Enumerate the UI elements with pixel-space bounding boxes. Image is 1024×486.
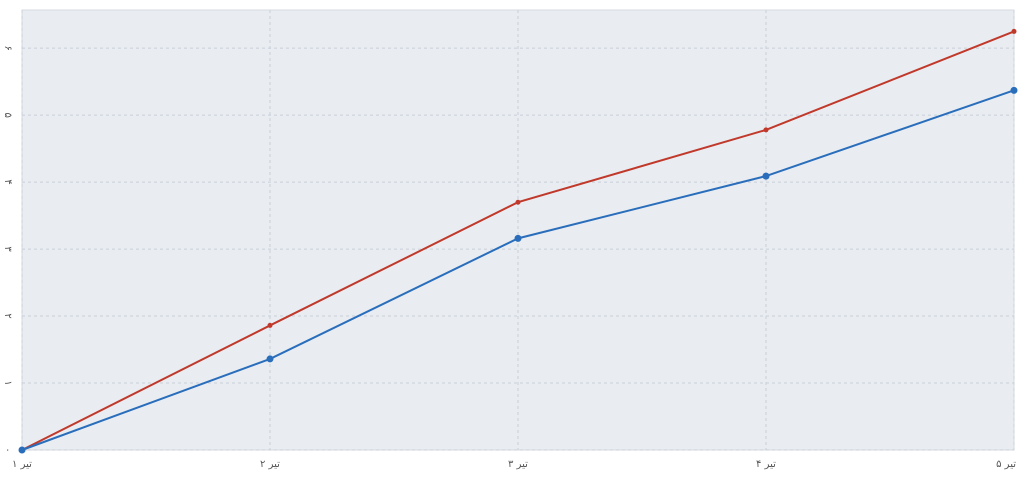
x-tick-label: ۱ تیر (12, 459, 32, 470)
point (18, 446, 26, 454)
y-tick-label: ۳ (2, 246, 13, 252)
y-tick-label: ۵ (2, 112, 13, 117)
point (1011, 28, 1017, 34)
point (515, 199, 521, 205)
x-tick-label: ۴ تیر (756, 459, 776, 470)
x-tick-label: ۳ تیر (508, 459, 528, 470)
point (763, 127, 769, 133)
x-tick-label: ۲ تیر (260, 459, 280, 470)
point (762, 172, 770, 180)
y-tick-label: ۱ (2, 380, 13, 385)
x-tick-label: ۵ تیر (996, 459, 1016, 470)
point (266, 355, 274, 363)
y-tick-label: ۴ (2, 179, 13, 184)
point (1010, 86, 1018, 94)
y-tick-label: ۲ (2, 313, 13, 318)
y-tick-label: ۶ (2, 45, 13, 50)
point (267, 322, 273, 328)
point (514, 234, 522, 242)
y-tick-label: ۰ (2, 447, 13, 452)
